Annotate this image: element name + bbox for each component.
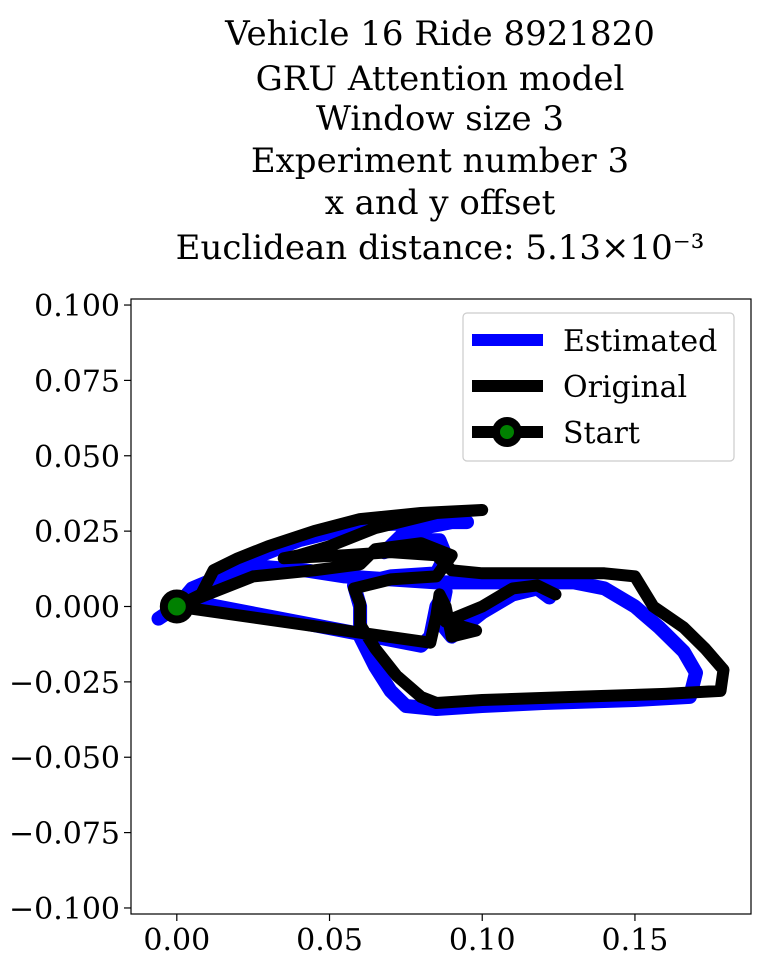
y-tick-label: −0.100 bbox=[9, 892, 120, 927]
x-tick-label: 0.10 bbox=[449, 923, 516, 958]
y-tick-label: 0.000 bbox=[34, 591, 120, 626]
y-tick-label: 0.100 bbox=[34, 289, 120, 324]
legend-box bbox=[462, 312, 735, 462]
x-tick-label: 0.15 bbox=[602, 923, 669, 958]
title-line: Experiment number 3 bbox=[251, 141, 629, 181]
title-line: Vehicle 16 Ride 8921820 bbox=[224, 14, 655, 54]
title-line: x and y offset bbox=[325, 183, 556, 223]
y-tick-label: 0.075 bbox=[34, 364, 120, 399]
legend: Estimated Original Start bbox=[462, 312, 735, 462]
y-tick-label: 0.050 bbox=[34, 440, 120, 475]
title-line: Window size 3 bbox=[316, 99, 564, 139]
start-marker bbox=[159, 589, 194, 624]
legend-label-start: Start bbox=[563, 416, 640, 451]
x-axis: 0.00 0.05 0.10 0.15 bbox=[143, 914, 668, 958]
legend-start-marker bbox=[492, 417, 522, 447]
legend-label-original: Original bbox=[563, 370, 687, 405]
x-tick-label: 0.00 bbox=[143, 923, 210, 958]
legend-label-estimated: Estimated bbox=[563, 324, 717, 359]
series-line-original bbox=[170, 504, 730, 709]
chart-title: Vehicle 16 Ride 8921820 GRU Attention mod… bbox=[176, 14, 705, 268]
title-line: Euclidean distance: 5.13×10⁻³ bbox=[176, 228, 705, 268]
series-group bbox=[151, 504, 730, 716]
y-tick-label: −0.050 bbox=[9, 741, 120, 776]
y-tick-label: −0.075 bbox=[9, 817, 120, 852]
y-tick-label: 0.025 bbox=[34, 515, 120, 550]
title-line: GRU Attention model bbox=[256, 59, 625, 99]
x-tick-label: 0.05 bbox=[296, 923, 363, 958]
y-axis: 0.100 0.075 0.050 0.025 0.000 −0.025 −0.050 −0.… bbox=[9, 289, 131, 927]
y-tick-label: −0.025 bbox=[9, 666, 120, 701]
